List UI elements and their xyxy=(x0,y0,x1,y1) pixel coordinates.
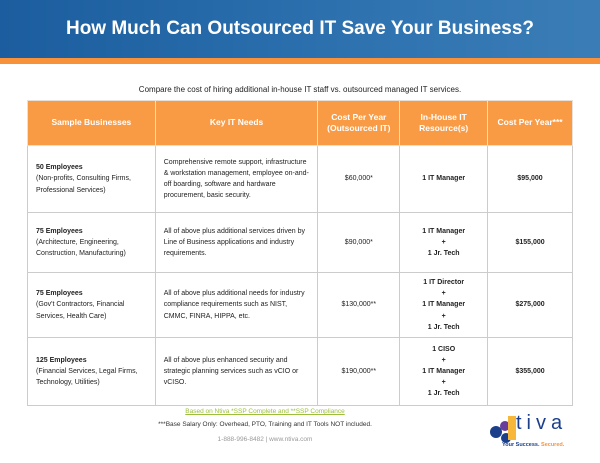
tagline-part-2: Secured. xyxy=(541,442,565,448)
business-cell: 125 Employees (Financial Services, Legal … xyxy=(27,337,156,406)
footnote-link[interactable]: Based on Ntiva *SSP Complete and **SSP C… xyxy=(185,408,345,415)
inhouse-resources: 1 CISO +1 IT Manager +1 Jr. Tech xyxy=(399,337,489,406)
resource-line: 1 Jr. Tech xyxy=(427,390,460,398)
resource-line: 1 IT Manager xyxy=(422,227,466,235)
inhouse-resources: 1 IT Director +1 IT Manager +1 Jr. Tech xyxy=(399,272,489,338)
business-cell: 50 Employees (Non-profits, Consulting Fir… xyxy=(27,145,156,213)
outsourced-cost: $190,000** xyxy=(317,337,401,406)
outsourced-cost: $90,000* xyxy=(317,212,401,273)
resource-line: + xyxy=(441,312,446,320)
resource-line: + xyxy=(441,379,446,387)
subtitle: Compare the cost of hiring additional in… xyxy=(138,85,462,94)
business-types: (Financial Services, Legal Firms, Techno… xyxy=(36,367,138,387)
needs-cell: All of above plus additional needs for i… xyxy=(154,272,319,338)
resource-line: 1 IT Manager xyxy=(422,301,466,309)
outsourced-cost: $130,000** xyxy=(317,272,401,338)
resource-line: 1 IT Manager xyxy=(422,367,466,375)
table-row: 75 Employees (Architecture, Engineering, … xyxy=(27,212,573,273)
ntiva-logo: tiva Your Success. Secured. xyxy=(488,412,578,457)
table-row: 125 Employees (Financial Services, Legal … xyxy=(27,337,573,406)
logo-tagline: Your Success. Secured. xyxy=(502,442,564,448)
inhouse-cost: $355,000 xyxy=(487,337,573,406)
table-header-row: Sample Businesses Key IT Needs Cost Per … xyxy=(27,100,573,146)
page-title: How Much Can Outsourced IT Save Your Bus… xyxy=(65,18,535,39)
resource-line: + xyxy=(441,290,446,298)
header-banner: How Much Can Outsourced IT Save Your Bus… xyxy=(0,0,600,58)
resource-line: + xyxy=(441,238,446,246)
footer: Based on Ntiva *SSP Complete and **SSP C… xyxy=(158,408,372,443)
employee-count: 75 Employees xyxy=(36,227,83,235)
business-types: (Gov't Contractors, Financial Services, … xyxy=(36,301,125,320)
outsourced-cost: $60,000* xyxy=(317,145,401,213)
hexagon-icon xyxy=(490,416,516,443)
resource-line: 1 Jr. Tech xyxy=(427,250,460,258)
header-inhouse-resources: In-House IT Resource(s) xyxy=(399,100,489,146)
table-row: 75 Employees (Gov't Contractors, Financia… xyxy=(27,272,573,338)
resource-line: 1 Jr. Tech xyxy=(427,323,460,331)
employee-count: 50 Employees xyxy=(36,164,83,172)
employee-count: 75 Employees xyxy=(36,290,83,298)
contact-info: 1-888-996-8482 | www.ntiva.com xyxy=(217,436,313,443)
inhouse-cost: $95,000 xyxy=(487,145,573,213)
business-cell: 75 Employees (Gov't Contractors, Financia… xyxy=(27,272,156,338)
resource-line: 1 IT Manager xyxy=(422,175,466,183)
table-row: 50 Employees (Non-profits, Consulting Fir… xyxy=(27,145,573,213)
business-types: (Non-profits, Consulting Firms, Professi… xyxy=(36,175,131,194)
header-sample-businesses: Sample Businesses xyxy=(27,100,156,146)
inhouse-cost: $155,000 xyxy=(487,212,573,273)
logo-word: tiva xyxy=(516,412,568,434)
header-key-it-needs: Key IT Needs xyxy=(154,100,319,146)
header-cost-outsourced: Cost Per Year (Outsourced IT) xyxy=(317,100,401,146)
employee-count: 125 Employees xyxy=(36,356,87,364)
inhouse-cost: $275,000 xyxy=(487,272,573,338)
inhouse-resources: 1 IT Manager xyxy=(399,145,489,213)
orange-divider xyxy=(0,58,600,64)
tagline-part-1: Your Success. xyxy=(502,442,540,448)
business-types: (Architecture, Engineering, Construction… xyxy=(36,238,126,258)
needs-cell: Comprehensive remote support, infrastruc… xyxy=(154,145,319,213)
inhouse-resources: 1 IT Manager +1 Jr. Tech xyxy=(399,212,489,273)
needs-cell: All of above plus enhanced security and … xyxy=(154,337,319,406)
resource-line: + xyxy=(441,356,446,364)
header-cost-inhouse: Cost Per Year*** xyxy=(487,100,573,146)
resource-line: 1 CISO xyxy=(432,345,456,353)
needs-cell: All of above plus additional services dr… xyxy=(154,212,319,273)
footnote-note: ***Base Salary Only: Overhead, PTO, Trai… xyxy=(158,421,372,428)
comparison-table: Sample Businesses Key IT Needs Cost Per … xyxy=(27,100,573,406)
resource-line: 1 IT Director xyxy=(423,279,465,287)
business-cell: 75 Employees (Architecture, Engineering, … xyxy=(27,212,156,273)
